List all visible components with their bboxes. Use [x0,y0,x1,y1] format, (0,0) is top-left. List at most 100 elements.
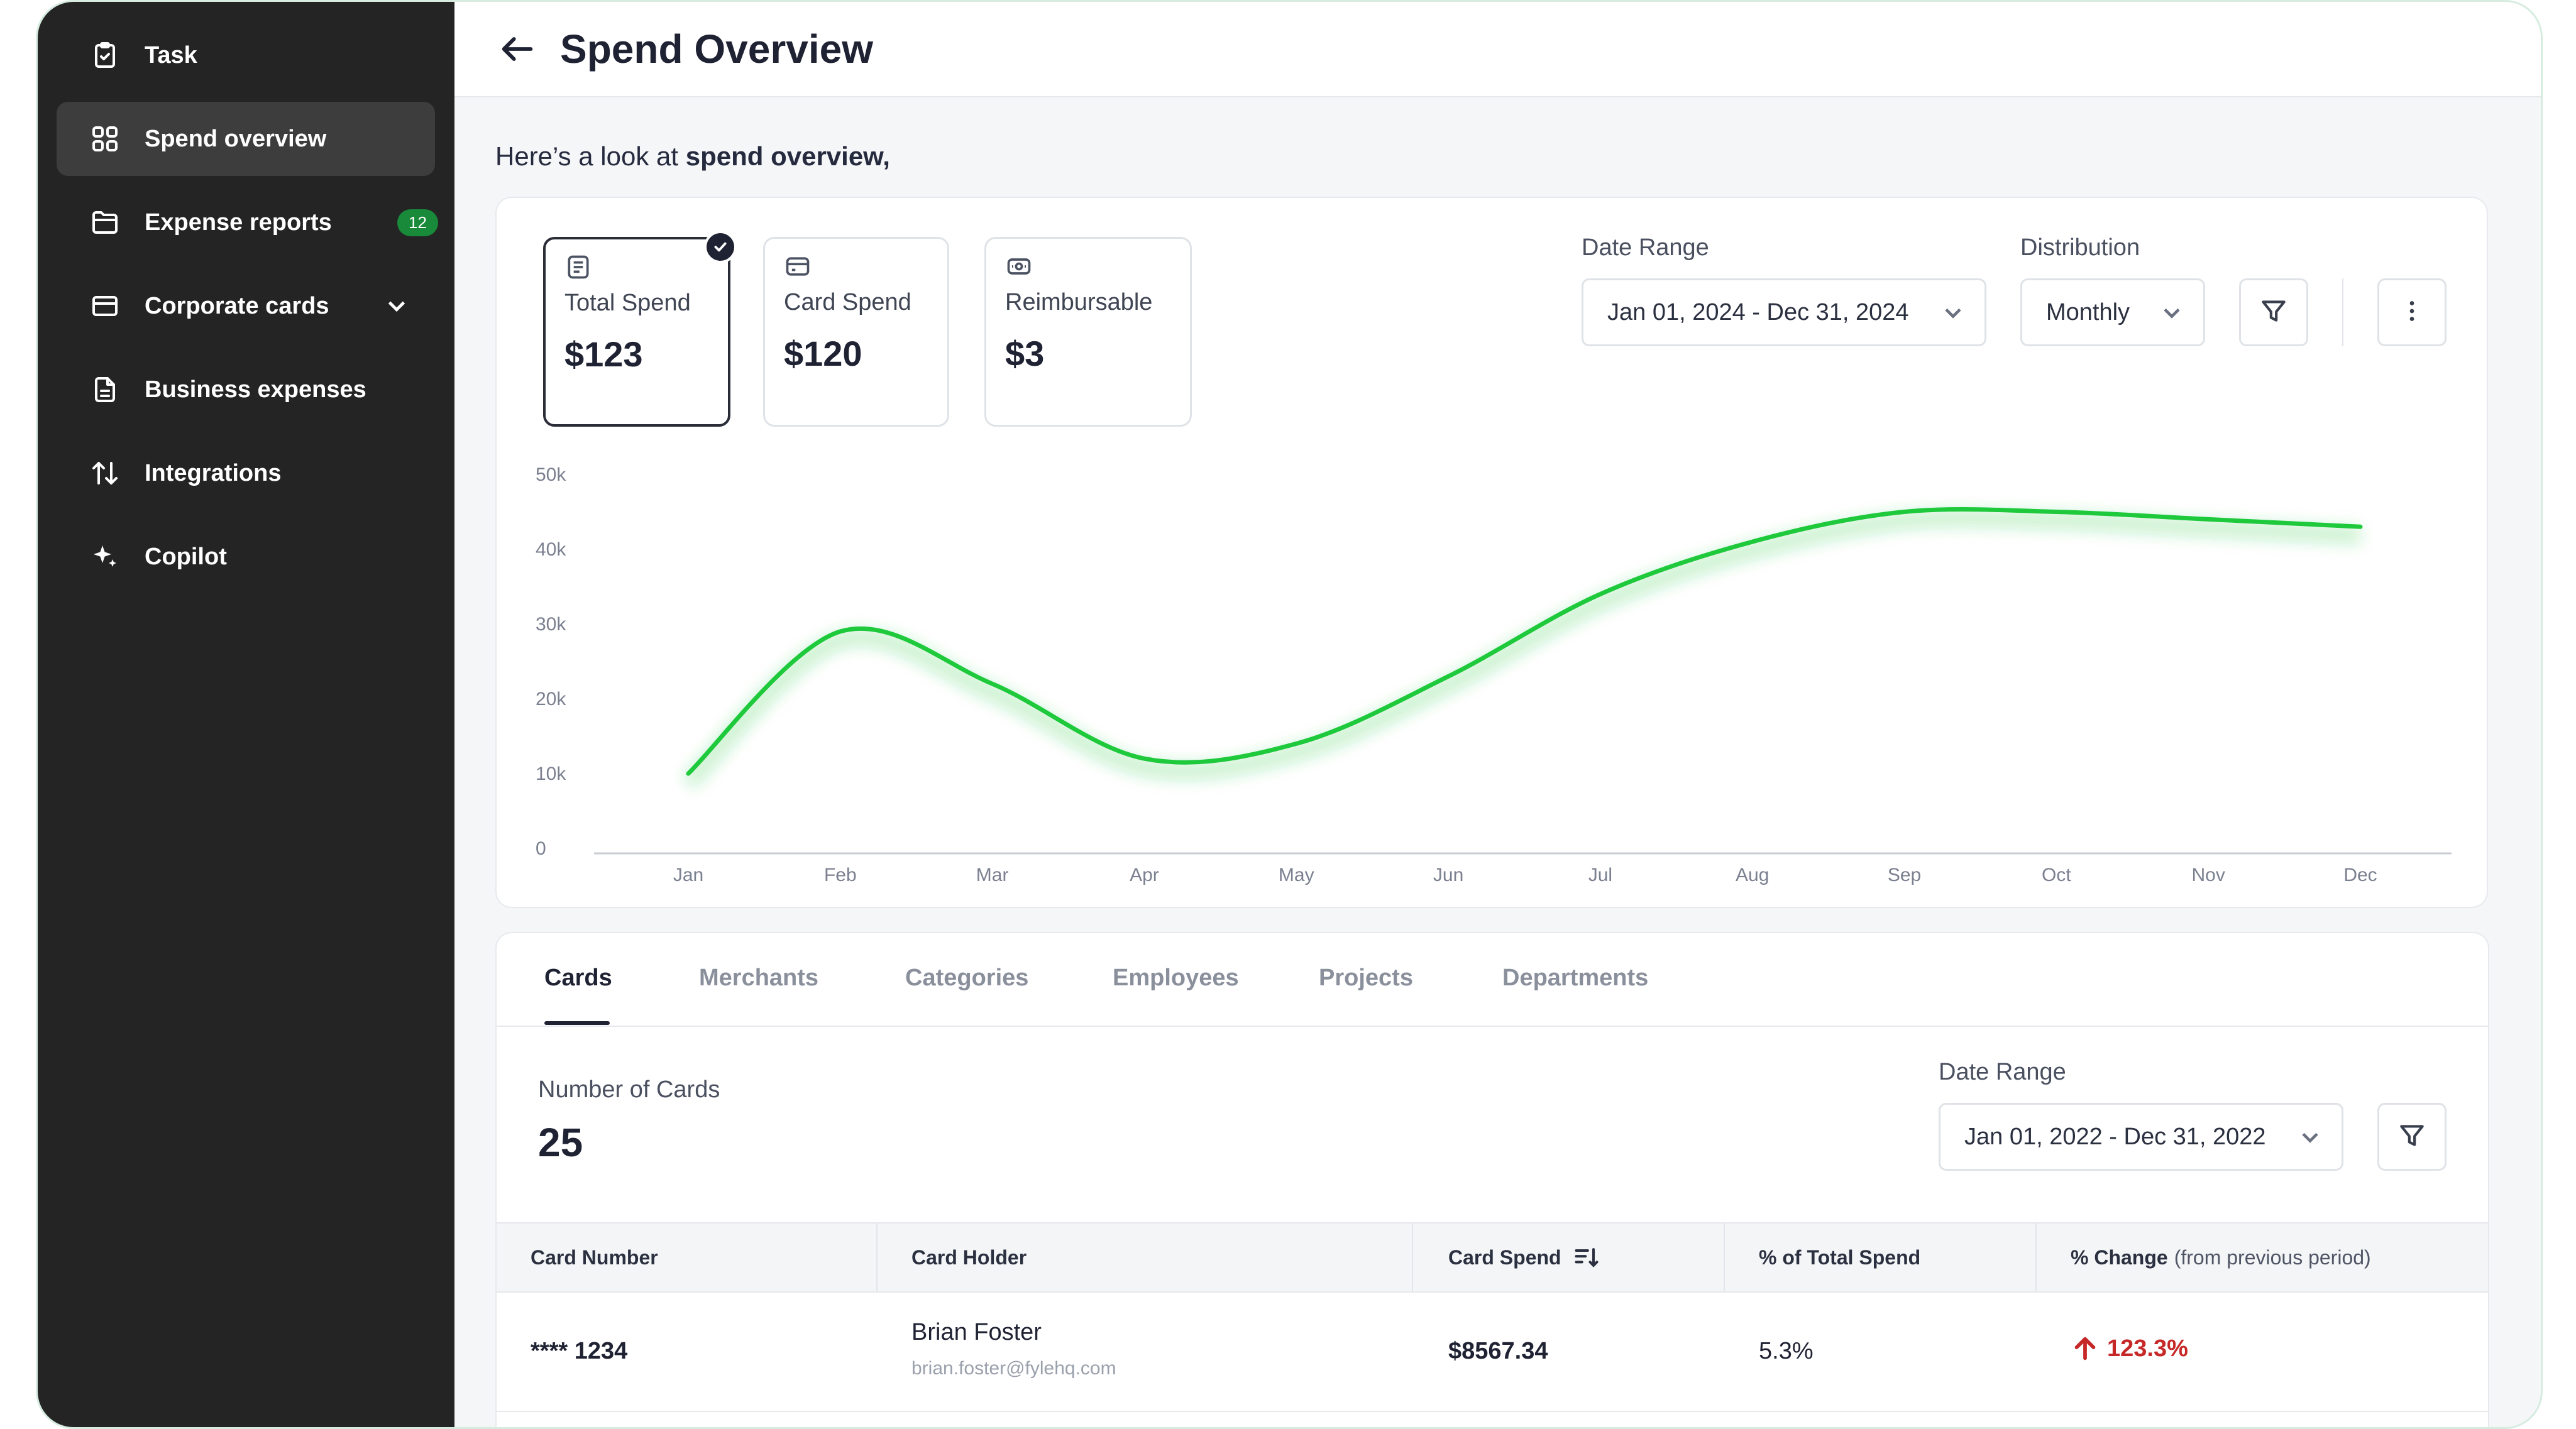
column-card-number[interactable]: Card Number [531,1246,658,1269]
chevron-down-icon [2296,1124,2324,1151]
tab-cards[interactable]: Cards [544,965,612,991]
column-pct-change[interactable]: % Change (from previous period) [2071,1224,2371,1291]
distribution-select[interactable]: Monthly [2020,278,2205,346]
arrow-up-icon [2074,1337,2096,1361]
metric-card-spend[interactable]: Card Spend $120 [763,237,949,427]
metric-label: Total Spend [564,290,691,316]
filter-button[interactable] [2239,278,2308,346]
cards-count-label: Number of Cards [538,1076,720,1103]
y-tick-label: 10k [536,764,566,784]
column-card-spend[interactable]: Card Spend [1448,1224,1600,1291]
metric-value: $120 [784,334,862,373]
pct-total-cell: 5.3% [1759,1338,1814,1364]
column-label: % Change [2071,1246,2168,1269]
grid-icon [89,123,121,155]
table-header: Card Number Card Holder Card Spend % of … [497,1222,2488,1293]
date-range-select[interactable]: Jan 01, 2024 - Dec 31, 2024 [1582,278,1986,346]
distribution-value: Monthly [2046,298,2130,326]
table-filter-button[interactable] [2377,1103,2447,1171]
y-tick-label: 40k [536,539,566,560]
card-spend-cell: $8567.34 [1448,1338,1548,1364]
sidebar: Task Spend overview Expense reports 12 C… [38,2,454,1427]
chevron-down-icon[interactable] [382,292,411,320]
sidebar-item-business-expenses[interactable]: Business expenses [57,353,435,427]
x-tick-label: Jan [673,865,703,885]
pct-change-cell: 123.3% [2071,1334,2188,1363]
y-tick-label: 20k [536,689,566,709]
sidebar-item-expense-reports[interactable]: Expense reports 12 [57,185,438,260]
sidebar-item-label: Copilot [145,543,227,570]
x-tick-label: Oct [2042,865,2071,885]
x-tick-label: Feb [824,865,857,885]
page-header: Spend Overview [454,2,2541,97]
sparkle-icon [89,541,121,572]
date-range-label: Date Range [1582,234,1709,261]
metric-total-spend[interactable]: Total Spend $123 [543,231,737,427]
sidebar-item-label: Integrations [145,459,282,486]
tab-employees[interactable]: Employees [1113,965,1239,991]
spend-line-chart: 0 10k 20k 30k 40k 50k Jan Feb Mar Apr May Jun Jul Aug… [536,464,2452,885]
x-tick-label: Mar [976,865,1009,885]
series-line-glow [682,510,2361,789]
sidebar-item-label: Business expenses [145,376,366,403]
sidebar-item-corporate-cards[interactable]: Corporate cards [57,269,435,343]
tab-bar: Cards Merchants Categories Employees Pro… [497,933,2488,1027]
x-tick-label: Jun [1433,865,1463,885]
sidebar-item-spend-overview[interactable]: Spend overview [57,102,435,176]
breakdown-panel: Cards Merchants Categories Employees Pro… [495,932,2489,1427]
pct-change-value: 123.3% [2107,1335,2188,1362]
column-divider [2035,1224,2037,1291]
column-label: Card Spend [1448,1246,1561,1269]
sidebar-item-label: Expense reports [145,209,332,236]
sidebar-item-label: Spend overview [145,125,327,152]
column-note: (from previous period) [2174,1246,2371,1269]
metric-value: $123 [564,334,643,374]
tab-categories[interactable]: Categories [905,965,1029,991]
y-tick-label: 30k [536,614,566,635]
x-tick-label: Aug [1736,865,1769,885]
y-tick-label: 50k [536,464,566,485]
spend-overview-panel: Total Spend $123 Card Spend $120 Reimbur… [495,197,2488,908]
x-tick-label: Apr [1130,865,1159,885]
sidebar-item-integrations[interactable]: Integrations [57,436,435,510]
chevron-down-icon [2158,299,2186,327]
tab-departments[interactable]: Departments [1502,965,1649,991]
column-pct-total-spend[interactable]: % of Total Spend [1759,1246,1921,1269]
cash-icon [1005,253,1033,280]
sidebar-item-label: Corporate cards [145,292,329,319]
column-divider [876,1224,878,1291]
divider [2342,278,2343,346]
app-window: Task Spend overview Expense reports 12 C… [36,0,2543,1429]
page-title: Spend Overview [560,26,873,72]
tab-merchants[interactable]: Merchants [699,965,819,991]
active-tab-indicator [544,1021,610,1025]
folder-icon [89,207,121,238]
metric-reimbursable[interactable]: Reimbursable $3 [984,237,1192,427]
column-card-holder[interactable]: Card Holder [911,1246,1027,1269]
metric-value: $3 [1005,334,1045,373]
card-holder-name: Brian Foster [911,1319,1042,1345]
sidebar-item-task[interactable]: Task [57,18,435,92]
tab-projects[interactable]: Projects [1319,965,1413,991]
more-vertical-icon [2396,295,2428,330]
table-row[interactable]: **** 1234 Brian Foster brian.foster@fyle… [497,1293,2488,1412]
credit-card-icon [89,290,121,322]
more-options-button[interactable] [2377,278,2447,346]
table-date-range-label: Date Range [1939,1059,2066,1085]
table-date-range-select[interactable]: Jan 01, 2022 - Dec 31, 2022 [1939,1103,2343,1171]
y-tick-label: 0 [536,838,546,859]
back-arrow-icon[interactable] [497,29,537,69]
count-badge: 12 [397,209,438,236]
arrows-up-down-icon [89,457,121,489]
distribution-label: Distribution [2020,234,2140,261]
table-date-range-value: Jan 01, 2022 - Dec 31, 2022 [1964,1123,2266,1150]
column-divider [1412,1224,1413,1291]
sort-icon[interactable] [1573,1244,1600,1271]
receipt-icon [564,253,592,281]
filter-icon [2258,295,2289,330]
credit-card-icon [784,253,812,280]
chevron-down-icon [1939,299,1967,327]
sidebar-item-copilot[interactable]: Copilot [57,520,435,594]
card-holder-email: brian.foster@fylehq.com [911,1358,1116,1379]
date-range-value: Jan 01, 2024 - Dec 31, 2024 [1607,298,1909,326]
